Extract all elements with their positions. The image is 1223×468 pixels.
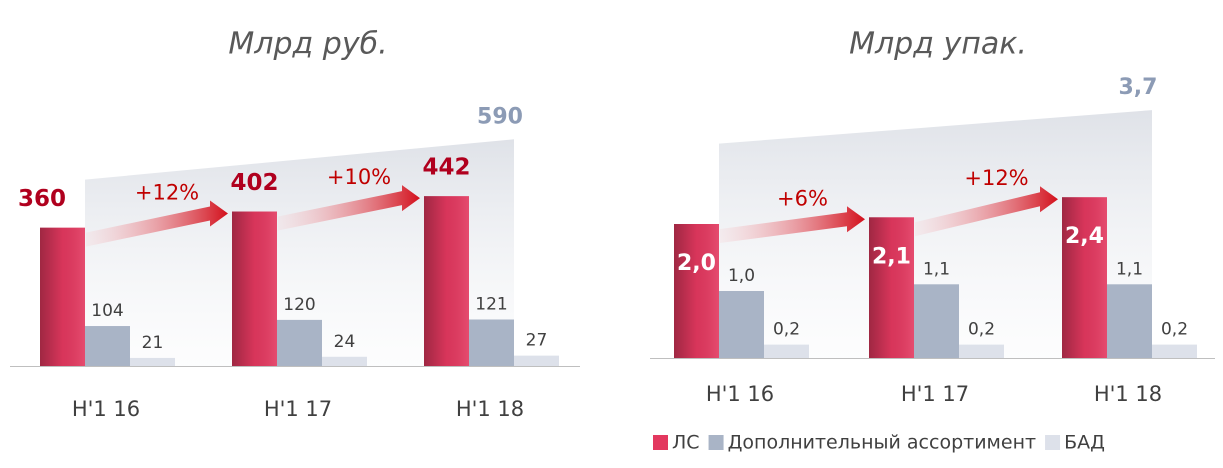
legend-swatch bbox=[653, 435, 668, 450]
bar bbox=[277, 319, 322, 366]
bar bbox=[914, 284, 959, 358]
value-label: 1,0 bbox=[728, 266, 755, 286]
value-label: 24 bbox=[334, 332, 356, 352]
legend-label: ЛС bbox=[672, 432, 700, 454]
chart-title: Млрд упак. bbox=[849, 27, 1027, 62]
total-label: 590 bbox=[477, 104, 523, 129]
value-label: 442 bbox=[422, 155, 470, 181]
bar bbox=[764, 344, 809, 358]
bar bbox=[322, 356, 367, 366]
value-label: 104 bbox=[91, 301, 123, 321]
legend-swatch bbox=[708, 435, 724, 450]
growth-arrow bbox=[915, 186, 1058, 237]
value-label: 120 bbox=[283, 295, 315, 315]
bar-shade bbox=[869, 217, 914, 358]
growth-arrow bbox=[278, 185, 420, 231]
x-tick-label: H'1 16 bbox=[706, 382, 774, 406]
growth-label: +10% bbox=[327, 165, 391, 189]
growth-arrow bbox=[720, 206, 865, 243]
legend-label: Дополнительный ассортимент bbox=[728, 432, 1037, 454]
value-label: 2,0 bbox=[677, 251, 716, 276]
bar-shade bbox=[674, 224, 719, 358]
value-label: 0,2 bbox=[968, 320, 995, 340]
trend-area bbox=[719, 110, 1152, 358]
value-label: 0,2 bbox=[773, 320, 800, 340]
value-label: 1,1 bbox=[1116, 259, 1143, 279]
bar bbox=[469, 319, 514, 366]
bar bbox=[959, 344, 1004, 358]
value-label: 1,1 bbox=[923, 259, 950, 279]
x-tick-label: H'1 18 bbox=[456, 397, 524, 421]
value-label: 2,1 bbox=[872, 244, 911, 269]
growth-label: +12% bbox=[964, 166, 1028, 190]
bar-shade bbox=[40, 227, 85, 366]
legend-swatch bbox=[1045, 435, 1061, 450]
value-label: 402 bbox=[230, 170, 278, 196]
x-tick-label: H'1 18 bbox=[1094, 382, 1162, 406]
bar bbox=[719, 291, 764, 358]
bar-shade bbox=[1062, 197, 1107, 358]
value-label: 2,4 bbox=[1065, 224, 1104, 249]
bar bbox=[130, 357, 175, 366]
value-label: 27 bbox=[526, 331, 548, 351]
value-label: 121 bbox=[475, 295, 507, 315]
bar-shade bbox=[232, 211, 277, 366]
x-tick-label: H'1 16 bbox=[72, 397, 140, 421]
growth-label: +12% bbox=[135, 181, 199, 205]
bar bbox=[1107, 284, 1152, 358]
total-label: 3,7 bbox=[1119, 75, 1158, 100]
x-tick-label: H'1 17 bbox=[264, 397, 332, 421]
legend-label: БАД bbox=[1064, 432, 1105, 454]
chart-title: Млрд руб. bbox=[228, 27, 387, 62]
bar bbox=[85, 326, 130, 366]
bar bbox=[1152, 344, 1197, 358]
bar-shade bbox=[424, 196, 469, 366]
growth-arrow bbox=[86, 200, 228, 247]
value-label: 0,2 bbox=[1161, 320, 1188, 340]
bar bbox=[514, 355, 559, 366]
x-tick-label: H'1 17 bbox=[901, 382, 969, 406]
growth-label: +6% bbox=[777, 186, 828, 210]
value-label: 360 bbox=[18, 186, 66, 212]
value-label: 21 bbox=[142, 333, 164, 353]
